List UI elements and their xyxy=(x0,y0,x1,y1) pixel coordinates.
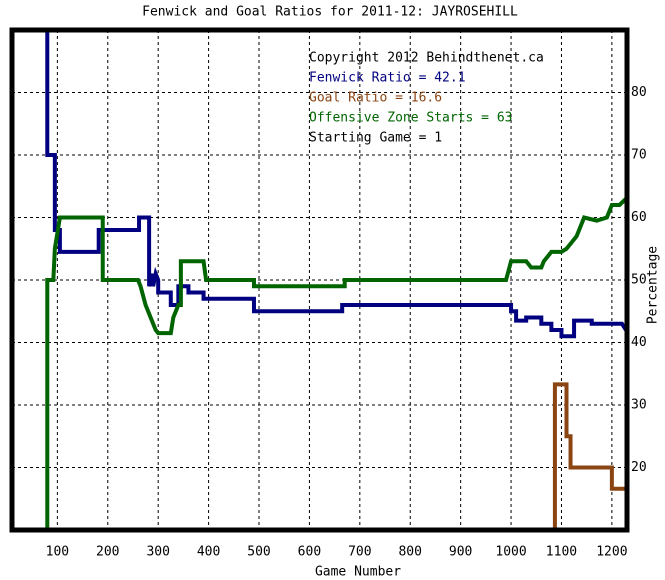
x-tick-label: 1100 xyxy=(546,545,577,560)
plot-border xyxy=(9,27,630,533)
y-axis-label: Percentage xyxy=(646,246,661,324)
chart-title: Fenwick and Goal Ratios for 2011-12: JAY… xyxy=(142,5,518,20)
x-tick-label: 1000 xyxy=(495,545,526,560)
x-tick-label: 500 xyxy=(247,545,270,560)
x-tick-label: 200 xyxy=(96,545,119,560)
series-line xyxy=(552,382,626,530)
x-axis-label: Game Number xyxy=(315,565,401,580)
x-tick-label: 700 xyxy=(348,545,371,560)
x-tick-label: 400 xyxy=(197,545,220,560)
y-tick-label: 60 xyxy=(631,210,647,225)
annotation: Fenwick Ratio = 42.1 xyxy=(309,71,466,86)
x-tick-label: 100 xyxy=(46,545,69,560)
y-tick-label: 80 xyxy=(631,85,647,100)
y-tick-label: 40 xyxy=(631,335,647,350)
x-tick-label: 800 xyxy=(398,545,421,560)
annotation: Goal Ratio = 16.6 xyxy=(309,91,442,106)
series-line xyxy=(45,30,628,339)
y-tick-label: 70 xyxy=(631,148,647,163)
annotation: Copyright 2012 Behindthenet.ca xyxy=(309,51,544,66)
x-tick-label: 900 xyxy=(449,545,472,560)
series-line xyxy=(45,197,628,530)
y-tick-label: 50 xyxy=(631,273,647,288)
annotation: Offensive Zone Starts = 63 xyxy=(309,111,513,126)
x-tick-label: 600 xyxy=(298,545,321,560)
x-tick-label: 300 xyxy=(146,545,169,560)
x-tick-label: 1200 xyxy=(596,545,627,560)
y-tick-label: 20 xyxy=(631,460,647,475)
annotation: Starting Game = 1 xyxy=(309,131,442,146)
y-tick-label: 30 xyxy=(631,398,647,413)
